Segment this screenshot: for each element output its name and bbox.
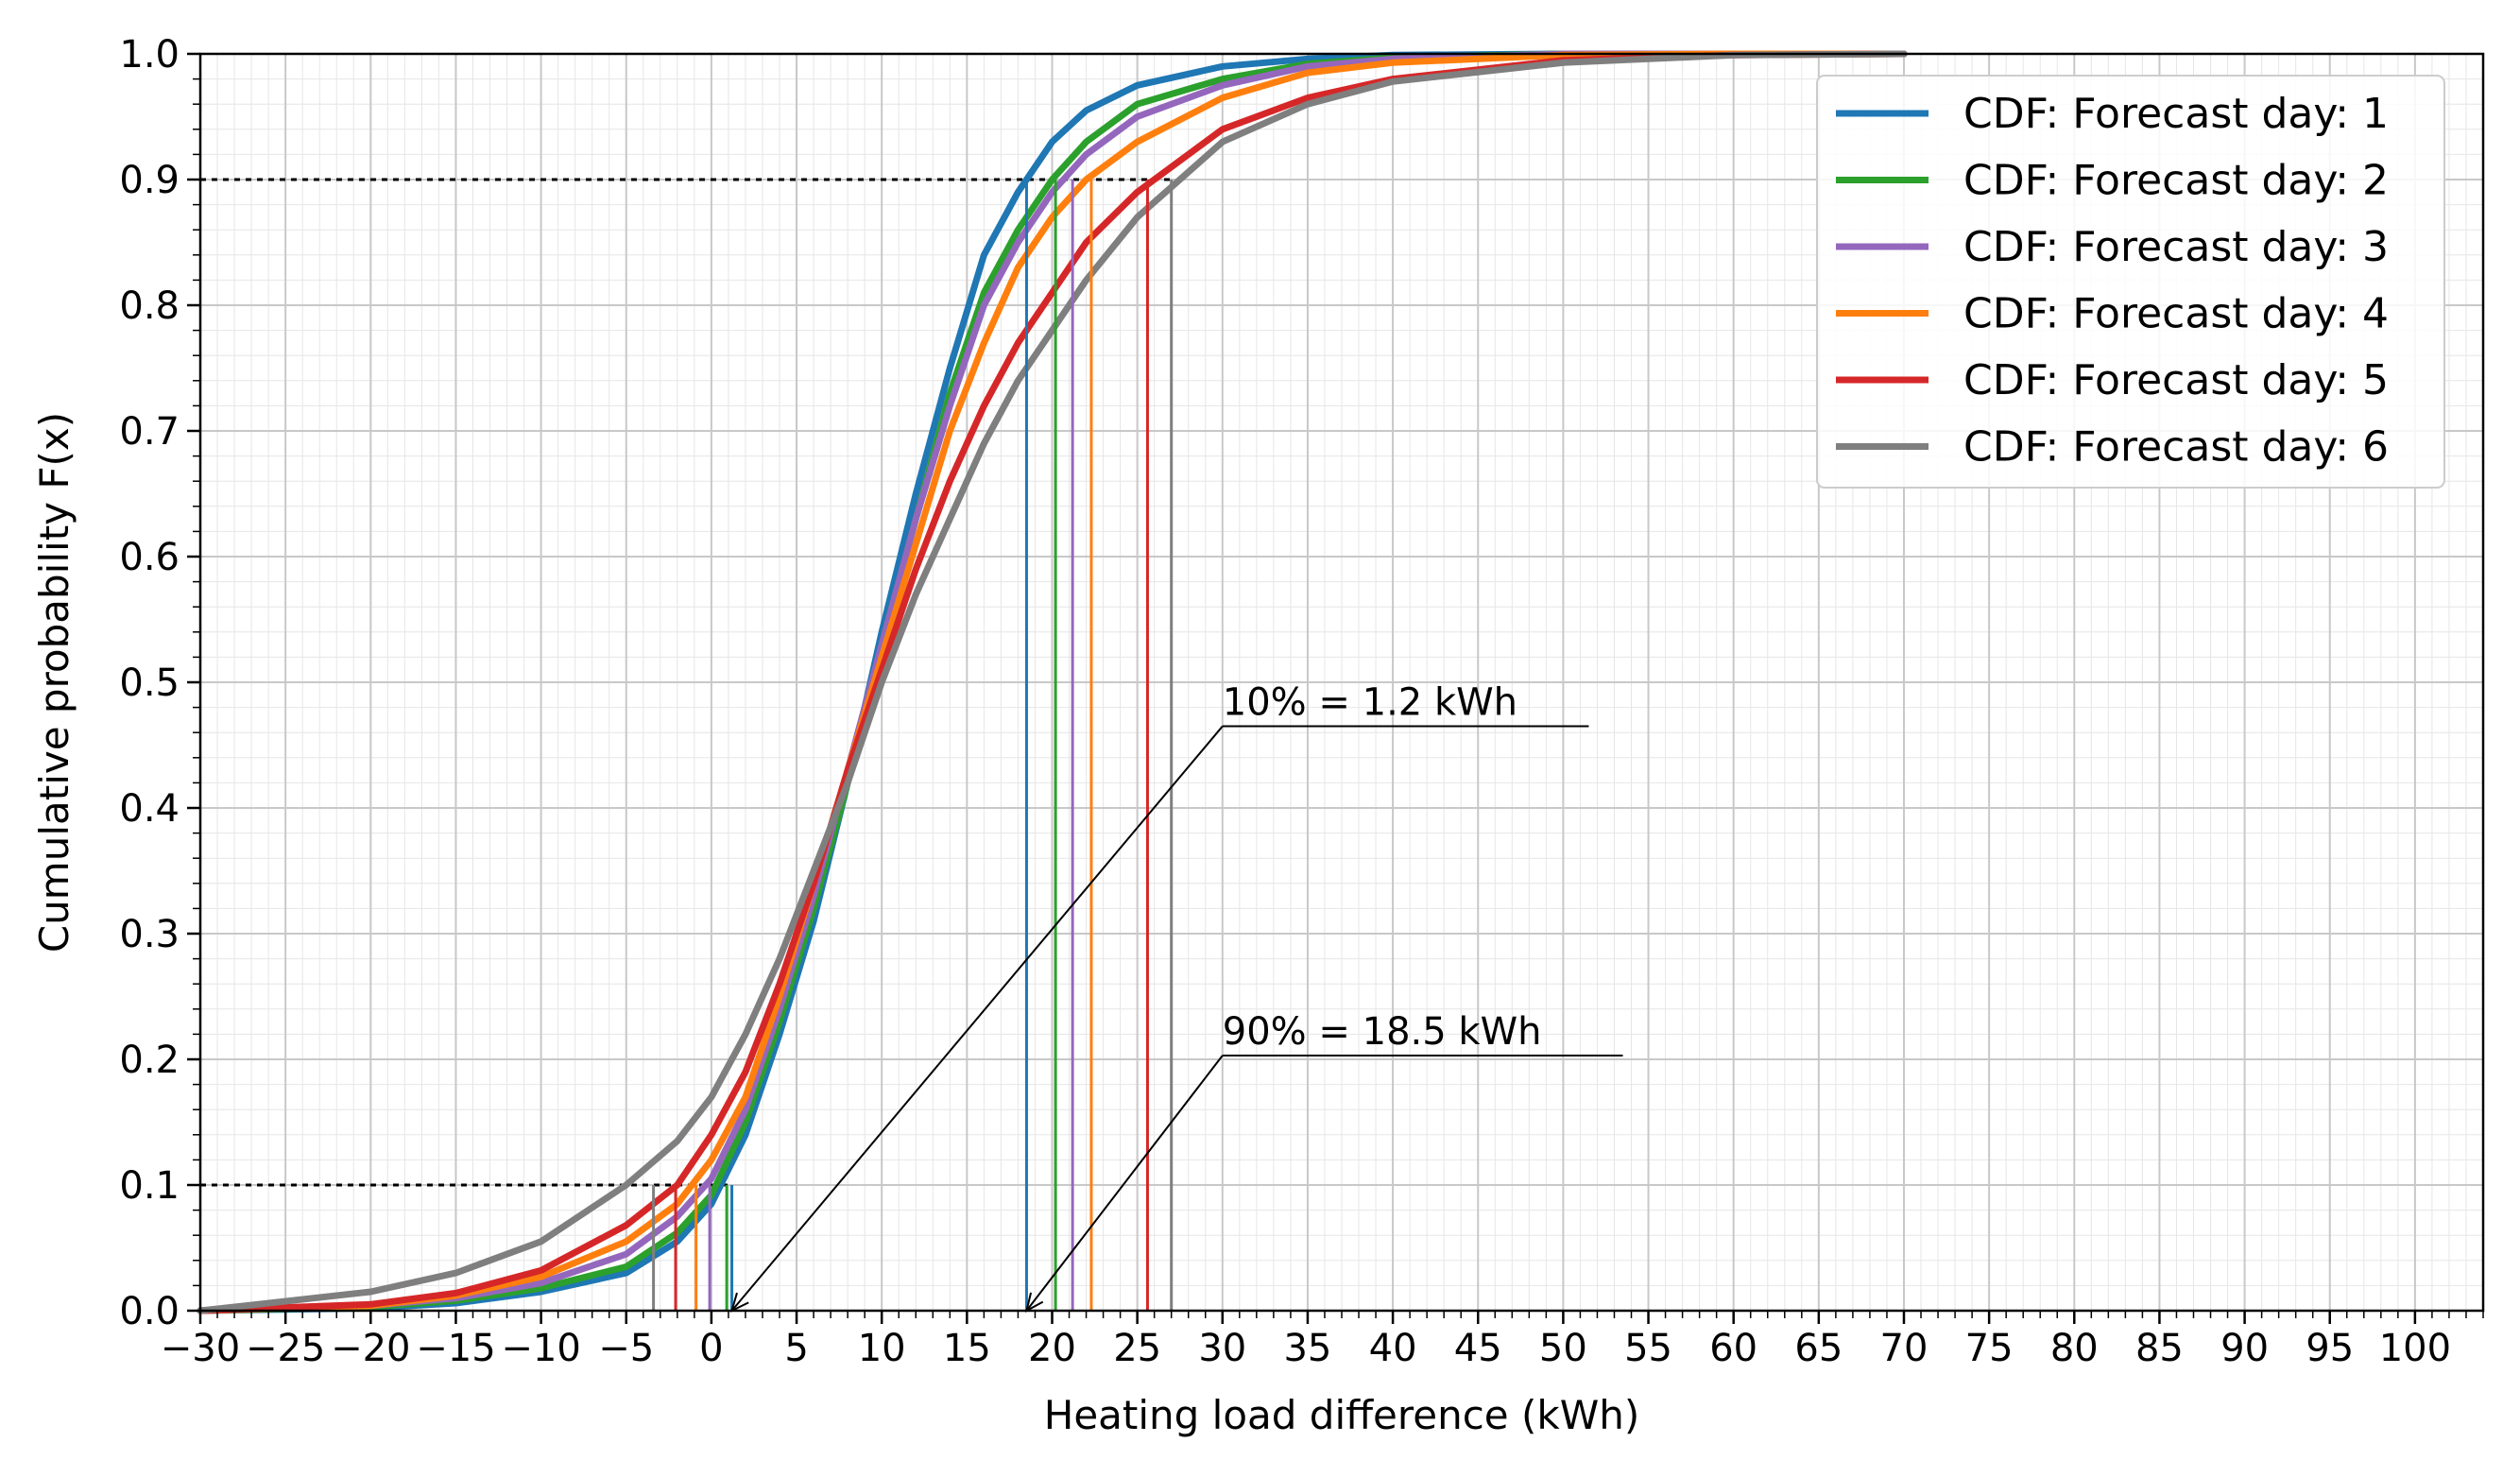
y-tick-label: 0.2 — [119, 1039, 180, 1082]
x-tick-label: 20 — [1028, 1327, 1076, 1370]
cdf-curve-day-4 — [197, 50, 1908, 1314]
annotation-arrow — [730, 725, 1224, 1312]
y-tick-label: 1.0 — [119, 33, 180, 77]
x-tick-label: −10 — [501, 1327, 580, 1370]
x-tick-label: 95 — [2306, 1327, 2354, 1370]
x-tick-label: 35 — [1283, 1327, 1331, 1370]
x-tick-label: 10 — [858, 1327, 906, 1370]
annotation-label: 90% = 18.5 kWh — [1223, 1010, 1542, 1054]
annotation-arrow — [1025, 1055, 1224, 1312]
x-tick-label: 45 — [1454, 1327, 1502, 1370]
x-tick-label: 65 — [1794, 1327, 1843, 1370]
legend-label: CDF: Forecast day: 1 — [1963, 90, 2389, 138]
legend-label: CDF: Forecast day: 5 — [1963, 356, 2389, 404]
legend-label: CDF: Forecast day: 2 — [1963, 157, 2389, 205]
x-tick-label: 80 — [2050, 1327, 2099, 1370]
cdf-curves — [197, 50, 1908, 1314]
x-tick-label: −15 — [416, 1327, 495, 1370]
cdf-curve-day-1 — [197, 50, 1908, 1314]
x-tick-label: 15 — [943, 1327, 991, 1370]
reference-lines — [200, 178, 1172, 1187]
cdf-curve-day-6 — [197, 50, 1908, 1314]
annotations: 10% = 1.2 kWh 90% = 18.5 kWh — [729, 681, 1623, 1313]
x-tick-label: 85 — [2135, 1327, 2184, 1370]
x-tick-label: −20 — [331, 1327, 410, 1370]
x-tick-label: 25 — [1113, 1327, 1161, 1370]
x-tick-label: 75 — [1965, 1327, 2014, 1370]
y-axis-label: Cumulative probability F(x) — [31, 412, 77, 953]
legend-label: CDF: Forecast day: 3 — [1963, 223, 2389, 271]
axis-ticks — [187, 52, 2484, 1324]
y-tick-label: 0.4 — [119, 787, 180, 831]
x-tick-label: −30 — [161, 1327, 240, 1370]
x-tick-label: −25 — [246, 1327, 325, 1370]
x-tick-label: 60 — [1709, 1327, 1757, 1370]
x-tick-label: 90 — [2220, 1327, 2269, 1370]
x-tick-label: 40 — [1369, 1327, 1417, 1370]
annotation-label: 10% = 1.2 kWh — [1223, 681, 1517, 725]
x-tick-labels: −30 −25 −20 −15 −10 −5 0 5 10 15 20 25 30 35 40 45 50 55 6… — [161, 1327, 2451, 1370]
y-tick-label: 0.8 — [119, 284, 180, 328]
legend: CDF: Forecast day: 1 CDF: Forecast day: 2… — [1816, 75, 2445, 489]
x-tick-label: 30 — [1198, 1327, 1246, 1370]
y-tick-label: 0.0 — [119, 1290, 180, 1333]
y-tick-label: 0.3 — [119, 913, 180, 956]
x-tick-label: 50 — [1539, 1327, 1587, 1370]
y-tick-label: 0.7 — [119, 410, 180, 454]
x-axis-label: Heating load difference (kWh) — [1044, 1392, 1639, 1438]
x-tick-label: 5 — [784, 1327, 808, 1370]
x-tick-label: −5 — [598, 1327, 654, 1370]
legend-box — [1816, 75, 2445, 489]
legend-label: CDF: Forecast day: 6 — [1963, 423, 2389, 472]
y-tick-labels: 0.0 0.1 0.2 0.3 0.4 0.5 0.6 0.7 0.8 0.9 1.0 — [119, 33, 180, 1333]
y-tick-label: 0.9 — [119, 159, 180, 202]
x-tick-label: 70 — [1880, 1327, 1929, 1370]
legend-label: CDF: Forecast day: 4 — [1963, 290, 2389, 338]
cdf-curve-day-3 — [197, 50, 1908, 1314]
y-tick-label: 0.1 — [119, 1164, 180, 1208]
x-tick-label: 0 — [699, 1327, 723, 1370]
x-tick-label: 55 — [1624, 1327, 1672, 1370]
cdf-curve-day-5 — [197, 50, 1908, 1314]
y-tick-label: 0.6 — [119, 536, 180, 579]
x-tick-label: 100 — [2379, 1327, 2451, 1370]
y-tick-label: 0.5 — [119, 661, 180, 705]
